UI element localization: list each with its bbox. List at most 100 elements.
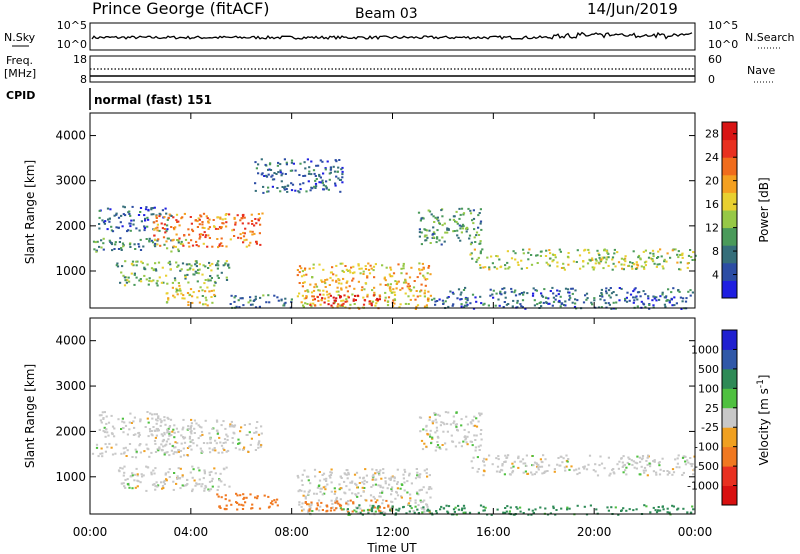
velocity-cell [128,421,131,424]
power-cell [606,251,609,254]
velocity-cell [508,473,512,476]
velocity-cell [452,415,455,418]
power-cell [318,263,321,266]
power-cell [234,295,237,298]
velocity-cell [248,431,251,434]
power-cell [368,302,371,305]
velocity-cell [227,449,230,452]
power-cell [162,281,165,284]
velocity-cell [211,477,214,480]
power-cell [153,228,156,231]
power-cell [285,163,288,166]
velocity-cell [384,482,387,485]
power-cell [107,218,110,221]
velocity-cell [672,471,676,474]
power-cell [248,244,251,247]
velocity-cell [391,486,394,489]
power-cell [194,219,197,222]
power-cell [301,270,304,273]
velocity-cell [216,489,219,491]
velocity-cell [563,466,566,469]
velocity-cell [421,448,425,451]
velocity-cell [260,432,263,435]
power-cell [472,307,476,310]
power-cell [347,269,350,272]
power-cell [341,262,344,265]
power-cell [204,236,207,239]
velocity-cell [438,446,441,449]
power-cell [184,276,187,278]
velocity-cell [164,473,167,476]
power-cell [603,248,606,251]
power-cell [247,301,250,304]
velocity-cell [99,452,102,455]
velocity-cell [690,465,693,468]
velocity-cell [179,467,182,470]
velocity-cell [511,462,514,465]
velocity-cell [636,462,639,465]
power-cell [196,280,199,283]
power-cell [364,268,368,270]
velocity-cell [276,504,279,507]
power-cell [694,254,697,257]
velocity-cell [391,475,394,478]
power-cell [480,302,483,305]
power-cell [357,280,360,283]
velocity-cell [460,418,463,421]
velocity-colorbar-label: Velocity [m s-1] [756,375,771,466]
power-cell [423,276,426,279]
velocity-cell [568,507,571,510]
velocity-cell [214,472,217,475]
noise-panel: N.Sky 10^5 10^0 10^5 10^0 N.Search [4,19,795,51]
power-cell [318,289,321,292]
power-cell [299,188,302,191]
power-cell [352,272,355,275]
velocity-cell [121,427,125,429]
power-cell [531,294,535,297]
power-cell [208,218,211,221]
power-cell [131,205,134,208]
power-cell [300,301,303,304]
power-cell [188,263,191,266]
velocity-cell [655,511,659,514]
power-cell [551,253,555,256]
power-cell [280,174,283,177]
velocity-cell [102,417,105,419]
velocity-cell [307,493,310,496]
velocity-cell [354,493,357,496]
power-cell [277,299,280,302]
power-cell [115,226,118,229]
velocity-cell [224,441,227,444]
power-cell [215,264,218,267]
power-cell [360,289,363,292]
power-cell [434,300,437,303]
power-cell [150,280,153,283]
velocity-cell [416,474,419,477]
power-cell [98,209,101,212]
velocity-cell [226,439,229,441]
power-cell [637,254,641,257]
velocity-cell [198,483,201,486]
velocity-cell [434,449,437,452]
power-cell [283,158,286,161]
velocity-cell [134,486,137,489]
power-cell [273,172,276,174]
velocity-cell [131,456,134,458]
velocity-cell [435,421,438,424]
power-cell [163,223,166,226]
power-cell [335,290,338,293]
power-cell [254,161,257,164]
power-cell [262,191,265,194]
velocity-cell [668,511,671,514]
velocity-cell [242,493,245,496]
power-cell [656,263,659,266]
power-cell [318,175,321,178]
power-cell [180,268,183,271]
velocity-cell [409,499,412,502]
velocity-cell [339,498,342,501]
nave-right-tick-top: 60 [708,53,722,66]
velocity-cell [645,505,648,508]
power-cell [540,292,543,295]
power-cell [392,288,395,291]
velocity-cell [193,427,196,430]
